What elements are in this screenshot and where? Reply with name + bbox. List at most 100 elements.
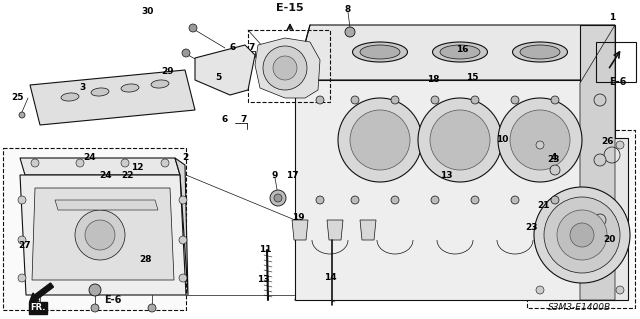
- Circle shape: [536, 286, 544, 294]
- Circle shape: [430, 110, 490, 170]
- Polygon shape: [175, 158, 188, 295]
- Ellipse shape: [520, 45, 560, 59]
- Circle shape: [511, 96, 519, 104]
- Circle shape: [76, 159, 84, 167]
- Polygon shape: [20, 175, 186, 295]
- Circle shape: [18, 274, 26, 282]
- Circle shape: [338, 98, 422, 182]
- Ellipse shape: [440, 45, 480, 59]
- Text: 2: 2: [182, 152, 188, 161]
- Text: 24: 24: [84, 153, 96, 162]
- Circle shape: [391, 96, 399, 104]
- Text: 26: 26: [602, 137, 614, 146]
- Ellipse shape: [513, 42, 568, 62]
- Circle shape: [418, 98, 502, 182]
- Polygon shape: [255, 38, 320, 98]
- Circle shape: [594, 154, 606, 166]
- Ellipse shape: [121, 84, 139, 92]
- Circle shape: [510, 110, 570, 170]
- Circle shape: [557, 210, 607, 260]
- Circle shape: [19, 112, 25, 118]
- Text: 23: 23: [525, 224, 538, 233]
- Circle shape: [270, 190, 286, 206]
- Text: 25: 25: [12, 93, 24, 102]
- Circle shape: [498, 98, 582, 182]
- Text: 5: 5: [215, 73, 221, 83]
- Text: 13: 13: [440, 170, 452, 180]
- Text: 6: 6: [230, 43, 236, 53]
- FancyArrow shape: [29, 283, 54, 302]
- Ellipse shape: [353, 42, 408, 62]
- Text: 7: 7: [241, 115, 247, 124]
- Circle shape: [189, 24, 197, 32]
- Circle shape: [594, 94, 606, 106]
- Circle shape: [544, 197, 620, 273]
- Circle shape: [18, 196, 26, 204]
- Circle shape: [179, 196, 187, 204]
- Text: 11: 11: [259, 246, 271, 255]
- Polygon shape: [580, 25, 615, 300]
- Polygon shape: [295, 25, 615, 80]
- Text: 13: 13: [257, 276, 269, 285]
- Circle shape: [89, 284, 101, 296]
- Text: 4: 4: [551, 152, 557, 161]
- Bar: [3, 148, 186, 310]
- Ellipse shape: [91, 88, 109, 96]
- Polygon shape: [327, 220, 343, 240]
- Text: E-15: E-15: [276, 3, 304, 13]
- Circle shape: [121, 159, 129, 167]
- Circle shape: [536, 141, 544, 149]
- Circle shape: [351, 96, 359, 104]
- Text: 22: 22: [122, 170, 134, 180]
- Circle shape: [263, 46, 307, 90]
- Bar: [248, 30, 330, 102]
- Polygon shape: [55, 200, 158, 210]
- Text: 24: 24: [100, 170, 112, 180]
- Text: 30: 30: [142, 8, 154, 17]
- Ellipse shape: [433, 42, 488, 62]
- Polygon shape: [292, 220, 308, 240]
- Text: 18: 18: [427, 76, 439, 85]
- Circle shape: [471, 196, 479, 204]
- Text: 6: 6: [222, 115, 228, 124]
- Text: 14: 14: [324, 273, 336, 283]
- Circle shape: [31, 159, 39, 167]
- Circle shape: [551, 196, 559, 204]
- Circle shape: [91, 304, 99, 312]
- Text: 16: 16: [456, 46, 468, 55]
- Text: 17: 17: [285, 170, 298, 180]
- Circle shape: [551, 96, 559, 104]
- Circle shape: [85, 220, 115, 250]
- Circle shape: [616, 141, 624, 149]
- Text: E-6: E-6: [609, 77, 627, 87]
- Circle shape: [75, 210, 125, 260]
- Circle shape: [148, 304, 156, 312]
- Ellipse shape: [61, 93, 79, 101]
- Text: 7: 7: [249, 43, 255, 53]
- Polygon shape: [20, 158, 180, 175]
- Text: 10: 10: [496, 136, 508, 145]
- Text: 20: 20: [603, 235, 615, 244]
- Polygon shape: [535, 138, 628, 300]
- Circle shape: [431, 196, 439, 204]
- Ellipse shape: [151, 80, 169, 88]
- Circle shape: [182, 49, 190, 57]
- Circle shape: [274, 194, 282, 202]
- Text: 27: 27: [19, 241, 31, 249]
- Circle shape: [316, 96, 324, 104]
- Circle shape: [431, 96, 439, 104]
- Circle shape: [161, 159, 169, 167]
- Text: 1: 1: [609, 13, 615, 23]
- Circle shape: [345, 27, 355, 37]
- Text: E-6: E-6: [104, 295, 122, 305]
- Circle shape: [616, 286, 624, 294]
- Circle shape: [570, 223, 594, 247]
- Text: 19: 19: [292, 213, 304, 222]
- Circle shape: [391, 196, 399, 204]
- Circle shape: [273, 56, 297, 80]
- Circle shape: [179, 236, 187, 244]
- Circle shape: [36, 304, 44, 312]
- Circle shape: [179, 274, 187, 282]
- Text: 3: 3: [80, 84, 86, 93]
- Circle shape: [594, 214, 606, 226]
